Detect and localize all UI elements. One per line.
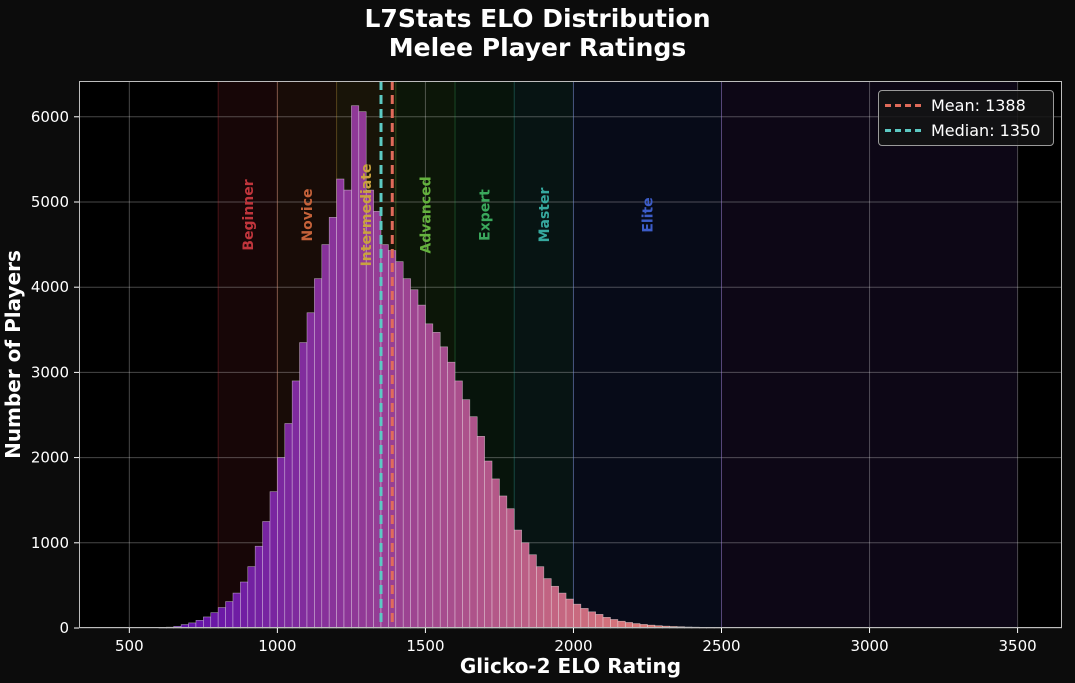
- histogram-bars: [158, 105, 722, 629]
- histogram-bar: [262, 521, 271, 629]
- histogram-bar: [432, 332, 441, 629]
- histogram-bar: [543, 578, 552, 629]
- tier-label-elite: Elite: [640, 197, 656, 232]
- tier-label-expert: Expert: [478, 189, 494, 241]
- histogram-bar: [291, 380, 300, 629]
- tier-label-master: Master: [537, 188, 553, 243]
- histogram-bar: [217, 607, 226, 629]
- histogram-bar: [210, 612, 219, 629]
- histogram-bar: [476, 435, 485, 629]
- y-tick-label: 3000: [31, 363, 69, 381]
- x-tick-label: 3000: [850, 637, 888, 655]
- histogram-bar: [513, 529, 522, 629]
- x-axis-ticks: 500 1000 1500 2000 2500 3000 3500: [115, 628, 1037, 655]
- y-tick-label: 4000: [31, 278, 69, 296]
- chart-title: L7Stats ELO Distribution Melee Player Ra…: [0, 4, 1075, 62]
- tier-label-novice: Novice: [300, 188, 316, 241]
- mean-line-swatch: [885, 103, 921, 107]
- y-axis-label: Number of Players: [1, 250, 25, 459]
- histogram-bar: [521, 542, 530, 629]
- histogram-bar: [536, 566, 545, 629]
- x-tick-label: 1500: [406, 637, 444, 655]
- y-tick-label: 0: [59, 619, 69, 637]
- histogram-bar: [565, 598, 574, 629]
- histogram-bar: [595, 614, 604, 629]
- histogram-bar: [617, 620, 626, 629]
- histogram-bar: [550, 585, 559, 629]
- tier-label-advanced: Advanced: [418, 176, 434, 253]
- median-line-swatch: [885, 128, 921, 132]
- x-tick-label: 2500: [702, 637, 740, 655]
- tier-label-beginner: Beginner: [241, 179, 257, 250]
- histogram-bar: [573, 603, 582, 629]
- histogram-bar: [254, 545, 263, 629]
- histogram-bar: [203, 616, 212, 629]
- histogram-bar: [454, 380, 463, 629]
- plot-area: [79, 81, 1062, 628]
- tier-band-master: [514, 81, 574, 628]
- tier-band-top: [721, 81, 1018, 628]
- histogram-bar: [439, 346, 448, 629]
- legend-item-mean: Mean: 1388: [885, 94, 1026, 116]
- histogram-bar: [225, 601, 234, 629]
- tier-labels: Beginner Novice Intermediate Advanced Expert…: [241, 164, 657, 267]
- histogram-bar: [314, 278, 323, 629]
- histogram-bar: [491, 478, 500, 629]
- tier-band-elite: [573, 81, 722, 628]
- histogram-bar: [299, 342, 308, 629]
- histogram-bar: [417, 304, 426, 629]
- histogram-bar: [610, 619, 619, 629]
- histogram-bar: [232, 592, 241, 629]
- legend: Mean: 1388 Median: 1350: [878, 90, 1054, 146]
- y-tick-label: 5000: [31, 193, 69, 211]
- x-tick-label: 3500: [998, 637, 1036, 655]
- histogram-bar: [269, 491, 278, 629]
- y-tick-label: 2000: [31, 449, 69, 467]
- histogram-bar: [528, 554, 537, 629]
- histogram-bar: [558, 592, 567, 629]
- histogram-bar: [587, 611, 596, 629]
- legend-label-median: Median: 1350: [931, 120, 1041, 140]
- chart-title-line-1: L7Stats ELO Distribution: [364, 4, 711, 33]
- histogram-bar: [306, 312, 315, 629]
- x-tick-label: 500: [115, 637, 144, 655]
- histogram-bar: [580, 608, 589, 629]
- histogram-bar: [240, 581, 249, 629]
- histogram-bar: [469, 416, 478, 629]
- y-tick-label: 1000: [31, 534, 69, 552]
- legend-label-mean: Mean: 1388: [931, 95, 1026, 115]
- histogram-bar: [277, 457, 286, 629]
- x-axis-label: Glicko-2 ELO Rating: [460, 654, 681, 678]
- histogram-bar: [321, 244, 330, 629]
- histogram-bar: [328, 217, 337, 629]
- histogram-bar: [506, 508, 515, 629]
- x-tick-label: 2000: [554, 637, 592, 655]
- histogram-bar: [425, 323, 434, 629]
- plot-frame: [79, 81, 1062, 628]
- histogram-bar: [343, 189, 352, 629]
- y-axis-ticks: 0 1000 2000 3000 4000 5000 6000: [31, 108, 79, 637]
- reference-lines: [379, 81, 394, 628]
- histogram-bar: [499, 495, 508, 629]
- histogram-bar: [284, 423, 293, 629]
- histogram-bar: [602, 617, 611, 629]
- histogram-bar: [402, 278, 411, 629]
- histogram-bar: [195, 620, 204, 629]
- histogram-bar: [462, 399, 471, 629]
- x-tick-label: 1000: [258, 637, 296, 655]
- legend-item-median: Median: 1350: [885, 119, 1040, 141]
- histogram-bar: [395, 261, 404, 629]
- y-tick-label: 6000: [31, 108, 69, 126]
- histogram-bar: [247, 566, 256, 629]
- chart-title-line-2: Melee Player Ratings: [388, 33, 687, 62]
- histogram-bar: [410, 289, 419, 629]
- tier-label-intermediate: Intermediate: [359, 164, 375, 267]
- histogram-bar: [447, 361, 456, 629]
- histogram-bar: [484, 460, 493, 629]
- histogram-bar: [336, 178, 345, 629]
- histogram-bar: [351, 105, 360, 629]
